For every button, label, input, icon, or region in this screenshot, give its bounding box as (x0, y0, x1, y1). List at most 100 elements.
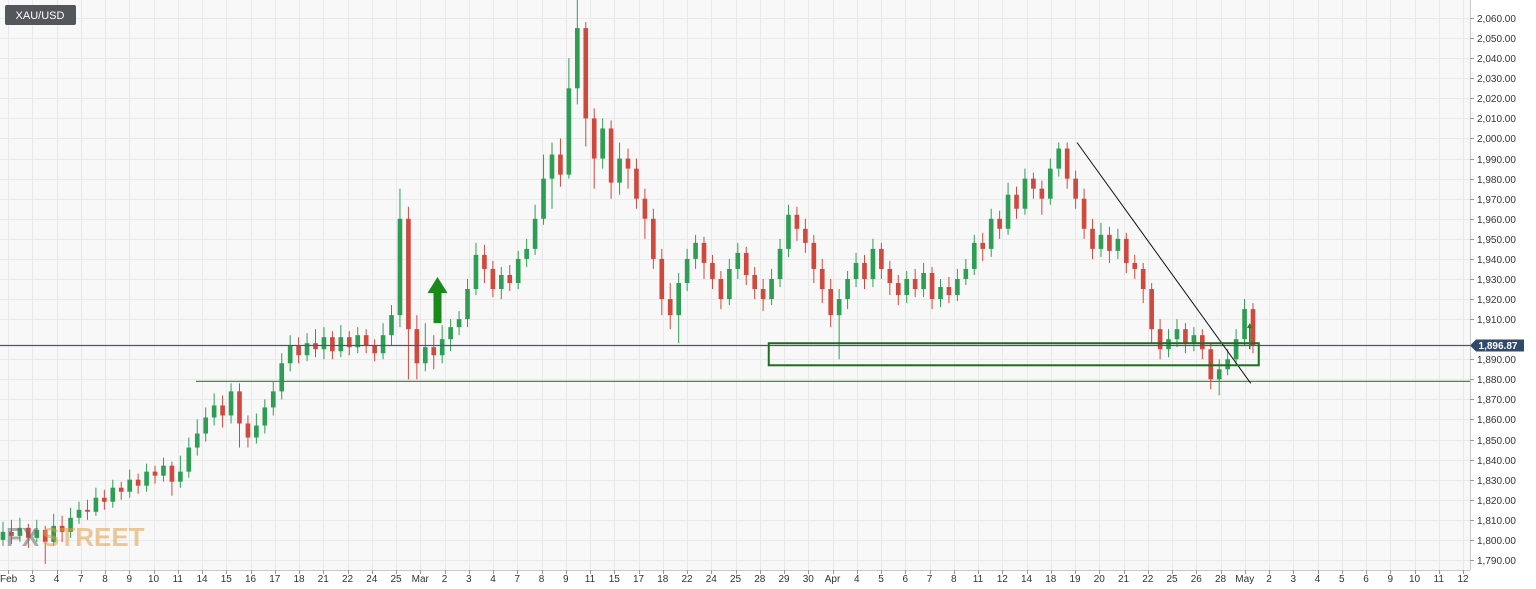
small-up-arrow-head (1246, 323, 1253, 329)
y-tick-label: 1,970.00 (1477, 195, 1516, 206)
x-tick-label: 28 (754, 574, 766, 585)
x-tick-label: 10 (148, 574, 160, 585)
candle-body (1174, 329, 1180, 340)
x-tick-label: 7 (927, 574, 933, 585)
candle-body (617, 158, 622, 183)
candle-body (828, 289, 834, 316)
x-tick-label: 8 (539, 574, 545, 585)
candle-body (26, 527, 31, 538)
candle-body (414, 329, 420, 364)
y-axis-tick-labels: 2,060.00 2,050.00 2,040.00 2,030.00 2,020.00… (1470, 14, 1516, 567)
current-price-label: 1,896.87 (1470, 339, 1524, 352)
x-tick-label: 4 (54, 574, 60, 585)
chart-grid (0, 0, 1470, 570)
candle-body (794, 214, 800, 229)
candle-body (85, 509, 90, 512)
x-tick-label: 14 (1021, 574, 1033, 585)
candle-body (237, 391, 242, 424)
candle-body (760, 289, 766, 300)
candle-body (718, 278, 724, 300)
candle-body (135, 479, 141, 486)
candle-body (1191, 335, 1197, 344)
candle-body (228, 391, 234, 416)
candle-body (313, 343, 318, 350)
candle-body (34, 529, 40, 538)
candle-body (743, 252, 749, 275)
candle-body (194, 433, 200, 448)
candle-body (853, 262, 859, 279)
y-tick-label: 1,940.00 (1477, 255, 1516, 266)
x-tick-label: 6 (1363, 574, 1369, 585)
x-tick-label: 14 (196, 574, 208, 585)
candle-body (929, 272, 935, 300)
candle-body (456, 319, 462, 328)
candle-body (769, 278, 774, 300)
candle-body (406, 218, 411, 330)
x-tick-label: 20 (1094, 574, 1106, 585)
candle-body (583, 28, 589, 119)
candle-body (380, 335, 386, 354)
candle-body (963, 268, 969, 279)
candle-body (482, 254, 487, 269)
candle-body (262, 407, 268, 426)
candle-body (1090, 228, 1095, 249)
candle-body (1123, 238, 1129, 263)
y-tick-label: 1,980.00 (1477, 175, 1516, 186)
y-tick-label: 2,050.00 (1477, 34, 1516, 45)
candle-body (102, 497, 107, 502)
candle-body (642, 198, 648, 219)
candle-body (0, 531, 6, 540)
candle-body (296, 345, 301, 356)
y-tick-label: 1,950.00 (1477, 235, 1516, 246)
candle-body (270, 391, 276, 408)
candle-body (634, 168, 639, 199)
candle-body (803, 228, 808, 243)
x-tick-label: Mar (412, 574, 430, 585)
candle-body (346, 337, 352, 348)
candle-body (566, 88, 572, 175)
x-tick-label: 4 (490, 574, 496, 585)
candle-body (490, 268, 496, 290)
x-tick-label: 26 (1191, 574, 1203, 585)
candle-body (372, 345, 377, 354)
x-tick-label: 3 (29, 574, 35, 585)
candle-body (1047, 168, 1053, 199)
candle-body (51, 525, 56, 542)
candle-body (448, 327, 453, 340)
candle-body (549, 154, 555, 179)
y-tick-label: 1,890.00 (1477, 355, 1516, 366)
y-tick-label: 1,960.00 (1477, 215, 1516, 226)
candle-body (819, 268, 825, 290)
candle-body (203, 417, 209, 434)
x-tick-label: 25 (1166, 574, 1178, 585)
candle-body (727, 268, 732, 300)
y-tick-label: 1,920.00 (1477, 295, 1516, 306)
x-tick-label: May (1235, 574, 1254, 585)
candle-body (287, 345, 293, 364)
candle-body (845, 278, 850, 300)
candle-body (541, 178, 546, 219)
candle-body (667, 299, 673, 316)
candle-body (786, 214, 791, 249)
candle-body (9, 531, 14, 536)
x-tick-label: 5 (1339, 574, 1345, 585)
candle-body (997, 218, 1002, 229)
candle-body (651, 218, 656, 259)
y-tick-label: 2,000.00 (1477, 134, 1516, 145)
y-tick-label: 2,040.00 (1477, 54, 1516, 65)
candle-body (1140, 268, 1146, 290)
candle-body (1166, 339, 1171, 350)
y-tick-label: 1,800.00 (1477, 536, 1516, 547)
candle-body (161, 465, 166, 476)
x-tick-label: 6 (902, 574, 908, 585)
candle-body (591, 118, 597, 159)
candle-body (245, 423, 251, 438)
x-tick-label: 24 (366, 574, 378, 585)
x-tick-label: 30 (803, 574, 815, 585)
x-tick-label: 8 (102, 574, 108, 585)
candle-body (777, 248, 783, 279)
x-tick-label: 5 (878, 574, 884, 585)
y-tick-label: 1,880.00 (1477, 375, 1516, 386)
candle-body (507, 274, 513, 283)
